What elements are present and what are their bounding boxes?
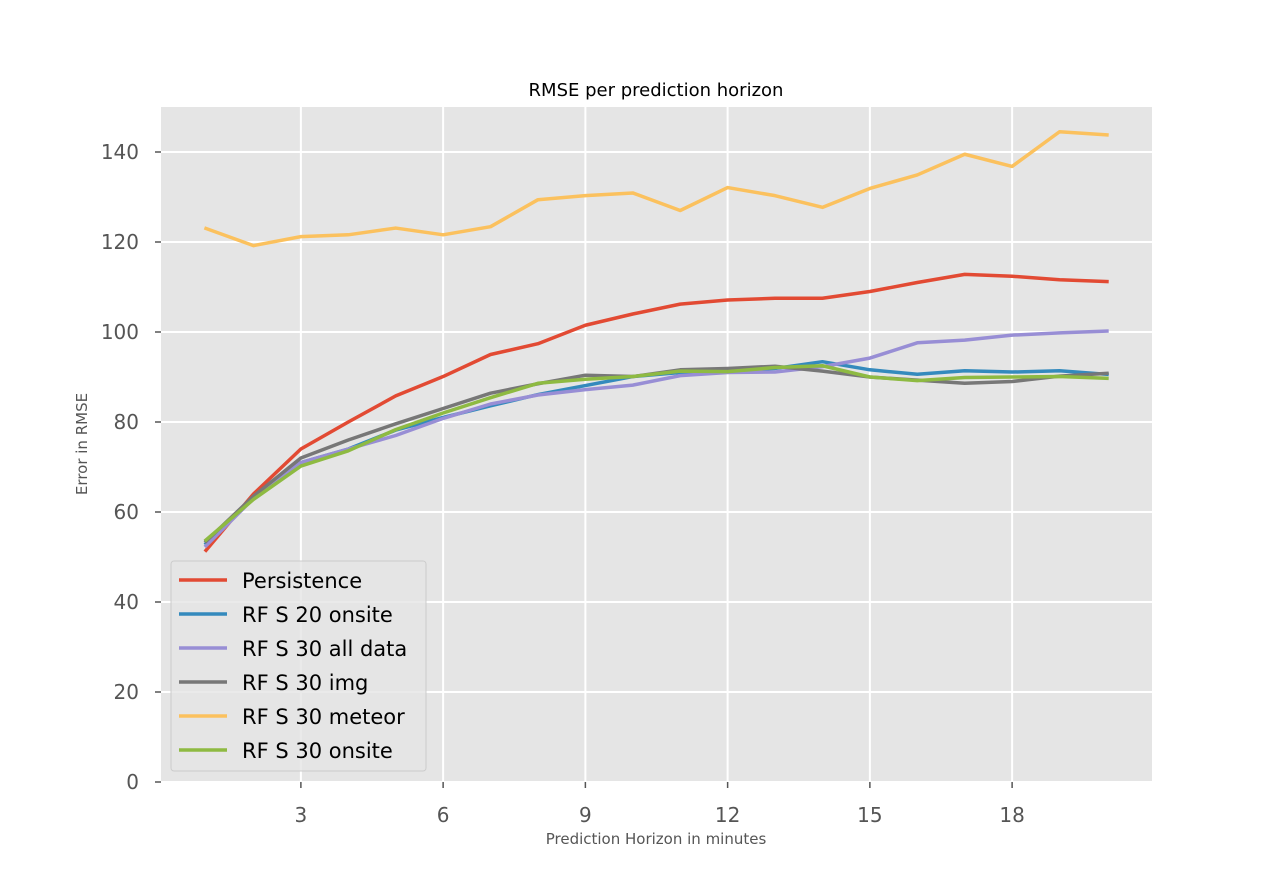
y-tick-label: 20	[114, 680, 139, 704]
legend-label: Persistence	[242, 569, 362, 593]
legend-label: RF S 30 img	[242, 671, 368, 695]
y-tick-label: 80	[114, 410, 139, 434]
y-tick-label: 140	[101, 140, 139, 164]
series-line-persistence	[203, 272, 1109, 553]
x-tick-label: 15	[857, 803, 882, 827]
y-tick-label: 0	[126, 770, 139, 794]
legend-item: RF S 30 meteor	[179, 705, 405, 729]
x-tick-label: 18	[999, 803, 1024, 827]
legend-item: Persistence	[179, 569, 362, 593]
x-tick-label: 12	[715, 803, 740, 827]
y-tick-label: 40	[114, 590, 139, 614]
series-lines	[203, 130, 1109, 553]
y-tick-label: 100	[101, 320, 139, 344]
legend-label: RF S 30 all data	[242, 637, 407, 661]
legend-item: RF S 20 onsite	[179, 603, 393, 627]
legend-label: RF S 20 onsite	[242, 603, 393, 627]
axis-ticks: 3 6 9 12 15 18 0 20 40 60 80 100 120 140	[101, 140, 1025, 827]
series-line-rf-s-30-onsite	[203, 364, 1109, 543]
legend-item: RF S 30 onsite	[179, 739, 393, 763]
y-tick-label: 60	[114, 500, 139, 524]
legend: Persistence RF S 20 onsite RF S 30 all dat…	[170, 560, 427, 772]
legend-label: RF S 30 meteor	[242, 705, 405, 729]
y-tick-label: 120	[101, 230, 139, 254]
legend-item: RF S 30 all data	[179, 637, 407, 661]
x-tick-label: 6	[437, 803, 450, 827]
legend-item: RF S 30 img	[179, 671, 368, 695]
x-tick-label: 3	[295, 803, 308, 827]
legend-box	[170, 560, 427, 772]
x-axis-label: Prediction Horizon in minutes	[546, 830, 767, 848]
x-tick-label: 9	[579, 803, 592, 827]
legend-label: RF S 30 onsite	[242, 739, 393, 763]
chart-title: RMSE per prediction horizon	[529, 80, 784, 101]
series-line-rf-s-30-meteor	[203, 130, 1109, 248]
y-axis-label: Error in RMSE	[73, 393, 91, 495]
